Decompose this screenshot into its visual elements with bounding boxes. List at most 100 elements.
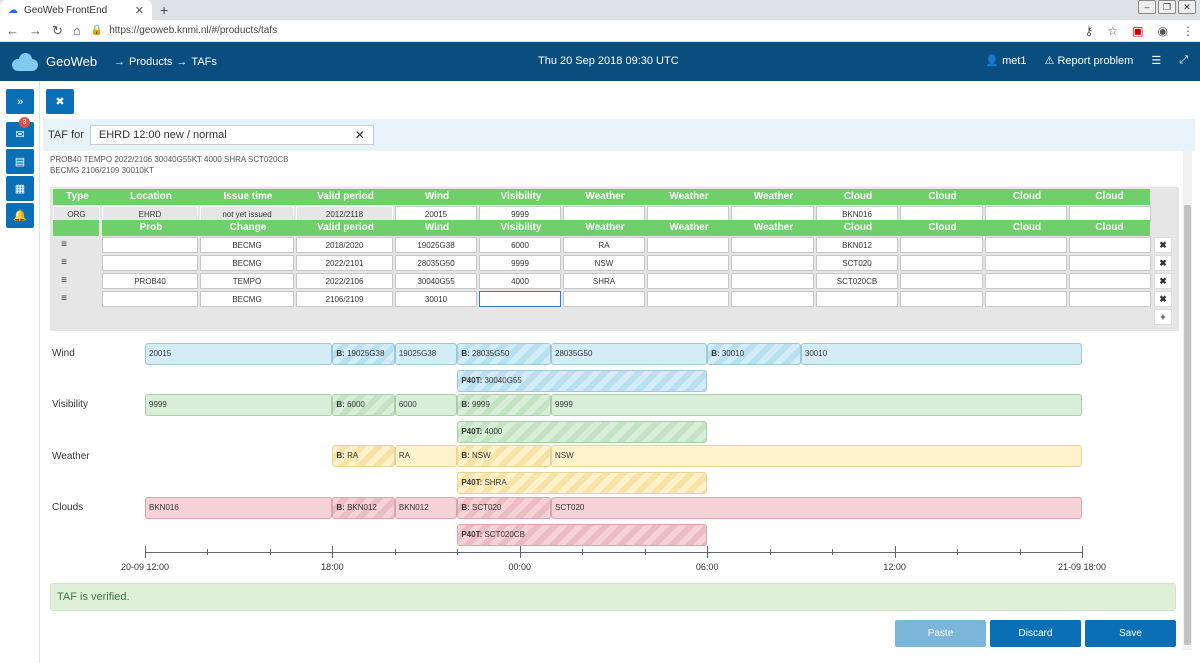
- change-input[interactable]: 9999: [479, 255, 561, 271]
- change-input[interactable]: BECMG: [200, 291, 294, 307]
- reload-icon[interactable]: ↻: [52, 22, 63, 38]
- breadcrumb-products[interactable]: Products: [129, 55, 173, 68]
- visibility-bar[interactable]: P40T: 4000: [457, 421, 708, 443]
- restore-icon[interactable]: ❐: [1158, 0, 1176, 14]
- change-input[interactable]: [900, 291, 983, 307]
- change-input[interactable]: PROB40: [102, 273, 198, 289]
- close-window-icon[interactable]: ✕: [1178, 0, 1196, 14]
- minimize-icon[interactable]: –: [1138, 0, 1156, 14]
- clouds-bar[interactable]: SCT020: [551, 497, 1082, 519]
- clouds-bar[interactable]: BKN016: [145, 497, 333, 519]
- wind-bar[interactable]: 19025G38: [394, 343, 458, 365]
- base-input[interactable]: 9999: [479, 206, 561, 222]
- wind-bar[interactable]: B: 19025G38: [332, 343, 395, 365]
- bell-button[interactable]: 🔔: [6, 203, 34, 228]
- clouds-bar[interactable]: BKN012: [394, 497, 458, 519]
- drag-handle-icon[interactable]: ≡: [61, 257, 67, 268]
- change-input[interactable]: [647, 255, 729, 271]
- expand-sidebar-button[interactable]: »: [6, 89, 34, 114]
- change-input[interactable]: BECMG: [200, 237, 294, 253]
- visibility-bar[interactable]: 6000: [394, 394, 458, 416]
- change-input[interactable]: [479, 291, 561, 307]
- change-input[interactable]: [900, 255, 983, 271]
- address-bar[interactable]: 🔒 https://geoweb.knmi.nl/#/products/tafs: [91, 25, 1075, 36]
- gift-button[interactable]: ▤: [6, 149, 34, 174]
- wind-bar[interactable]: B: 28035G50: [457, 343, 552, 365]
- change-input[interactable]: [731, 255, 814, 271]
- change-input[interactable]: SHRA: [563, 273, 645, 289]
- change-input[interactable]: 2018/2020: [296, 237, 393, 253]
- change-input[interactable]: [900, 237, 983, 253]
- change-input[interactable]: [900, 273, 983, 289]
- add-row-icon[interactable]: +: [1154, 309, 1172, 325]
- notifications-button[interactable]: ✉ 3: [6, 117, 34, 147]
- close-tab-icon[interactable]: ✕: [134, 4, 144, 17]
- change-input[interactable]: [1069, 291, 1151, 307]
- star-icon[interactable]: ☆: [1107, 23, 1119, 38]
- change-input[interactable]: [731, 291, 814, 307]
- clear-icon[interactable]: ✕: [354, 128, 365, 142]
- change-input[interactable]: 19025G38: [395, 237, 477, 253]
- change-input[interactable]: [731, 273, 814, 289]
- wind-bar[interactable]: P40T: 30040G55: [457, 370, 708, 392]
- change-input[interactable]: 30010: [395, 291, 477, 307]
- settings-sliders-icon[interactable]: ☰: [1151, 55, 1162, 67]
- change-input[interactable]: [985, 255, 1067, 271]
- wind-bar[interactable]: 28035G50: [551, 343, 708, 365]
- browser-tab[interactable]: ☁ GeoWeb FrontEnd ✕: [0, 0, 152, 20]
- change-input[interactable]: [102, 291, 198, 307]
- document-button[interactable]: ▦: [6, 176, 34, 201]
- remove-row-icon[interactable]: ✖: [1154, 237, 1172, 253]
- change-input[interactable]: [647, 237, 729, 253]
- change-input[interactable]: 6000: [479, 237, 561, 253]
- change-input[interactable]: [985, 237, 1067, 253]
- change-input[interactable]: BKN012: [816, 237, 898, 253]
- drag-handle-icon[interactable]: ≡: [61, 239, 67, 250]
- paste-button[interactable]: Paste: [895, 620, 986, 647]
- menu-icon[interactable]: ⋮: [1182, 23, 1194, 38]
- change-input[interactable]: SCT020CB: [816, 273, 898, 289]
- scrollbar-thumb[interactable]: [1184, 205, 1191, 645]
- visibility-bar[interactable]: B: 6000: [332, 394, 395, 416]
- save-button[interactable]: Save: [1085, 620, 1176, 647]
- change-input[interactable]: [731, 237, 814, 253]
- discard-button[interactable]: Discard: [990, 620, 1081, 647]
- change-input[interactable]: BECMG: [200, 255, 294, 271]
- pdf-extension-icon[interactable]: ▣: [1132, 23, 1144, 38]
- key-icon[interactable]: ⚷: [1084, 23, 1094, 38]
- change-input[interactable]: [1069, 255, 1151, 271]
- remove-row-icon[interactable]: ✖: [1154, 255, 1172, 271]
- change-input[interactable]: 28035G50: [395, 255, 477, 271]
- change-input[interactable]: [647, 291, 729, 307]
- visibility-bar[interactable]: B: 9999: [457, 394, 552, 416]
- remove-row-icon[interactable]: ✖: [1154, 273, 1172, 289]
- clouds-bar[interactable]: B: BKN012: [332, 497, 395, 519]
- change-input[interactable]: [816, 291, 898, 307]
- profile-icon[interactable]: ◉: [1157, 23, 1168, 38]
- weather-bar[interactable]: NSW: [551, 445, 1082, 467]
- change-input[interactable]: 2106/2109: [296, 291, 393, 307]
- change-input[interactable]: 2022/2106: [296, 273, 393, 289]
- change-input[interactable]: RA: [563, 237, 645, 253]
- weather-bar[interactable]: P40T: SHRA: [457, 472, 708, 494]
- change-input[interactable]: [985, 273, 1067, 289]
- weather-bar[interactable]: RA: [394, 445, 458, 467]
- back-icon[interactable]: ←: [6, 23, 19, 38]
- clouds-bar[interactable]: B: SCT020: [457, 497, 552, 519]
- brand[interactable]: GeoWeb: [0, 52, 112, 72]
- change-input[interactable]: 4000: [479, 273, 561, 289]
- change-input[interactable]: [647, 273, 729, 289]
- report-problem-button[interactable]: ⚠ Report problem: [1044, 55, 1134, 67]
- drag-handle-icon[interactable]: ≡: [61, 293, 67, 304]
- close-panel-button[interactable]: ✖: [46, 89, 74, 114]
- drag-handle-icon[interactable]: ≡: [61, 275, 67, 286]
- wind-bar[interactable]: B: 30010: [707, 343, 801, 365]
- home-icon[interactable]: ⌂: [72, 23, 81, 38]
- wind-bar[interactable]: 30010: [800, 343, 1082, 365]
- user-menu[interactable]: 👤 met1: [985, 55, 1027, 67]
- change-input[interactable]: [1069, 273, 1151, 289]
- change-input[interactable]: [563, 291, 645, 307]
- change-input[interactable]: [102, 255, 198, 271]
- weather-bar[interactable]: B: RA: [332, 445, 395, 467]
- remove-row-icon[interactable]: ✖: [1154, 291, 1172, 307]
